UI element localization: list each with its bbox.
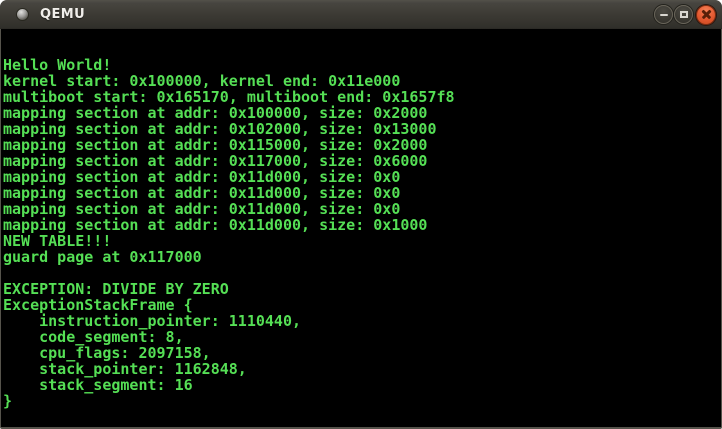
console-line: stack_pointer: 1162848,	[3, 360, 247, 378]
maximize-button[interactable]	[674, 5, 693, 24]
console-line	[3, 265, 721, 281]
console-line: multiboot start: 0x165170, multiboot end…	[3, 88, 455, 106]
console-line: mapping section at addr: 0x117000, size:…	[3, 152, 428, 170]
console-line: guard page at 0x117000	[3, 248, 202, 266]
window-controls	[654, 4, 716, 25]
console-line: mapping section at addr: 0x11d000, size:…	[3, 200, 401, 218]
console-line: mapping section at addr: 0x115000, size:…	[3, 136, 428, 154]
console-line: kernel start: 0x100000, kernel end: 0x11…	[3, 72, 401, 90]
console-line: mapping section at addr: 0x11d000, size:…	[3, 168, 401, 186]
console-line: mapping section at addr: 0x100000, size:…	[3, 104, 428, 122]
close-icon	[701, 9, 712, 20]
minimize-icon	[659, 13, 668, 16]
console-line: EXCEPTION: DIVIDE BY ZERO	[3, 280, 229, 298]
console-line: }	[3, 392, 13, 410]
console-line: NEW TABLE!!!	[3, 232, 112, 250]
console-line: cpu_flags: 2097158,	[3, 344, 211, 362]
console-line: code_segment: 8,	[3, 328, 184, 346]
console-line: stack_segment: 16	[3, 376, 193, 394]
close-button[interactable]	[696, 4, 716, 25]
window-menu-orb-icon[interactable]	[16, 8, 29, 21]
console-line: Hello World!	[3, 56, 112, 74]
console-line: mapping section at addr: 0x11d000, size:…	[3, 216, 428, 234]
console-line: mapping section at addr: 0x102000, size:…	[3, 120, 437, 138]
console-line: ExceptionStackFrame {	[3, 296, 193, 314]
console-line: instruction_pointer: 1110440,	[3, 312, 302, 330]
maximize-icon	[679, 11, 688, 18]
minimize-button[interactable]	[654, 5, 673, 24]
titlebar[interactable]: QEMU	[0, 0, 722, 29]
window-title: QEMU	[40, 7, 86, 22]
console-line: mapping section at addr: 0x11d000, size:…	[3, 184, 401, 202]
vga-console[interactable]: Hello World! kernel start: 0x100000, ker…	[1, 29, 721, 427]
